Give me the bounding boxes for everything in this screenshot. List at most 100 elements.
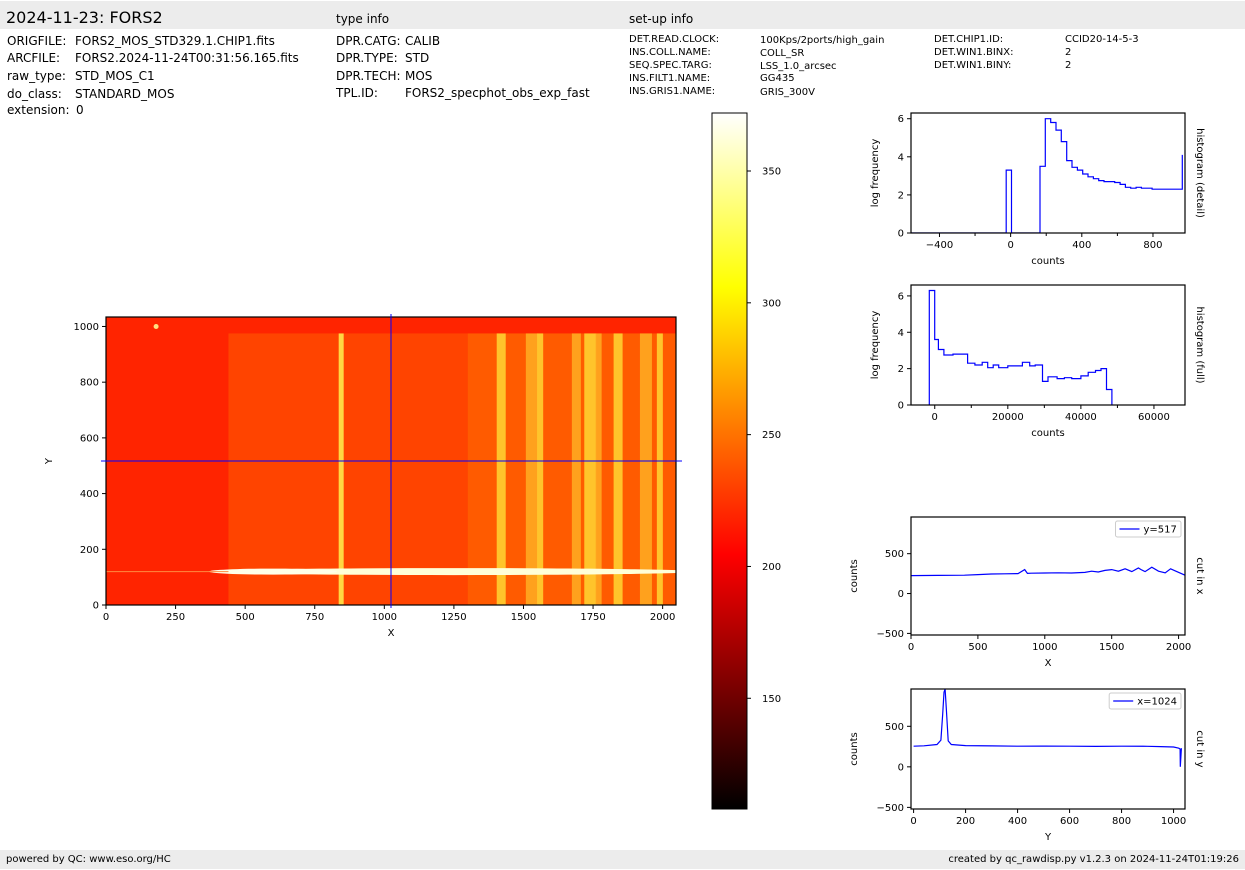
type-info-heading: type info [336, 12, 390, 26]
file-info-key: raw_type: [7, 69, 66, 83]
plot-frame [910, 688, 1186, 810]
type-info-value: MOS [405, 69, 433, 83]
footer-right: created by qc_rawdisp.py v1.2.3 on 2024-… [948, 854, 1239, 865]
type-info-key: DPR.TYPE: [336, 51, 398, 65]
y-tick-label: 0 [898, 401, 904, 412]
x-tick-label: 40000 [1065, 412, 1097, 423]
y-tick-label: 6 [898, 291, 904, 302]
type-info-value: CALIB [405, 34, 441, 48]
file-info-key: ORIGFILE: [7, 34, 67, 48]
setup-info-value: CCID20-14-5-3 [1065, 34, 1139, 45]
setup-info-key: DET.WIN1.BINX: [934, 47, 1014, 58]
bright-column [496, 333, 506, 605]
type-info-key: DPR.CATG: [336, 34, 401, 48]
legend-label: y=517 [1144, 525, 1177, 536]
y-tick-label: 0 [93, 601, 99, 612]
setup-info-value: 2 [1065, 47, 1072, 58]
colorbar-tick-label: 200 [762, 562, 781, 573]
colorbar-tick-label: 250 [762, 430, 781, 441]
type-info-value: STD [405, 51, 430, 65]
x-axis-label: X [388, 628, 395, 639]
file-info-value: STD_MOS_C1 [75, 69, 155, 83]
bright-column [525, 333, 538, 605]
x-axis-label: Y [1044, 832, 1052, 843]
x-tick-label: 1000 [1161, 816, 1186, 827]
x-tick-label: 800 [1112, 816, 1131, 827]
panel-side-label: histogram (full) [1194, 306, 1205, 383]
setup-info-key: DET.CHIP1.ID: [934, 34, 1004, 45]
setup-info-key: DET.READ.CLOCK: [629, 34, 720, 45]
x-tick-label: 750 [305, 612, 324, 623]
x-tick-label: 500 [236, 612, 255, 623]
file-info-key: do_class: [7, 87, 62, 101]
setup-info-value: LSS_1.0_arcsec [760, 61, 837, 72]
y-tick-label: 0 [898, 229, 904, 240]
legend-box [1115, 520, 1182, 538]
x-tick-label: 1500 [511, 612, 536, 623]
x-tick-label: −400 [926, 240, 953, 251]
y-tick-label: 200 [80, 545, 99, 556]
x-tick-label: 0 [932, 412, 938, 423]
colorbar-tick-label: 300 [762, 298, 781, 309]
setup-info-value: 2 [1065, 60, 1072, 71]
footer-band [0, 850, 1245, 869]
x-axis-label: counts [1031, 256, 1064, 267]
panel-side-label: cut in y [1194, 730, 1205, 767]
plot-frame [910, 516, 1186, 636]
file-info-value: FORS2_MOS_STD329.1.CHIP1.fits [75, 34, 275, 48]
image-panel: 0 250 500 750 1000 1250 1500 1750 2000 0 200 400 600… [44, 314, 682, 639]
plot-frame [910, 112, 1186, 234]
x-tick-label: 0 [908, 642, 914, 653]
x-tick-label: 1750 [580, 612, 605, 623]
file-info-key: extension: [7, 103, 70, 117]
bright-column [537, 333, 544, 605]
x-tick-label: 1250 [441, 612, 466, 623]
y-tick-label: 500 [885, 549, 904, 560]
series-line [928, 289, 1113, 405]
header-band [0, 1, 1245, 29]
setup-info-key: INS.COLL.NAME: [629, 47, 711, 58]
x-tick-label: 0 [910, 816, 916, 827]
x-tick-label: 1000 [372, 612, 397, 623]
colorbar-gradient [712, 113, 747, 809]
y-tick-label: 500 [885, 722, 904, 733]
x-tick-label: 2000 [1166, 642, 1191, 653]
bright-column [639, 333, 652, 605]
panel-side-label: cut in x [1194, 557, 1205, 594]
legend-label: x=1024 [1137, 697, 1177, 708]
colorbar-tick-label: 350 [762, 167, 781, 178]
bright-column [338, 333, 344, 605]
setup-info-key: DET.WIN1.BINY: [934, 60, 1012, 71]
spectrum-trace-start [208, 568, 338, 575]
x-tick-label: 1500 [1099, 642, 1124, 653]
x-axis-label: counts [1031, 428, 1064, 439]
file-info-value: STANDARD_MOS [75, 87, 175, 101]
bright-column [656, 333, 663, 605]
y-axis-label: log frequency [870, 139, 881, 208]
y-tick-label: 6 [898, 114, 904, 125]
colorbar-frame [711, 112, 748, 810]
file-info-value: 0 [76, 103, 84, 117]
y-axis-label: counts [849, 732, 860, 765]
y-tick-label: 2 [898, 190, 904, 201]
histogram-detail-panel: −400 0 400 800 0 2 4 6 counts log frequency histog… [870, 112, 1205, 267]
panel-side-label: histogram (detail) [1194, 128, 1205, 218]
x-tick-label: 60000 [1138, 412, 1170, 423]
bright-column [571, 333, 581, 605]
setup-info-heading: set-up info [629, 12, 694, 26]
x-tick-label: 250 [166, 612, 185, 623]
y-tick-label: 1000 [74, 322, 99, 333]
plot-frame [910, 284, 1186, 406]
series-line [913, 689, 1182, 767]
y-tick-label: 2 [898, 364, 904, 375]
file-info-value: FORS2.2024-11-24T00:31:56.165.fits [75, 51, 299, 65]
x-tick-label: 0 [103, 612, 109, 623]
setup-info-key: SEQ.SPEC.TARG: [629, 60, 712, 71]
y-axis-label: Y [44, 457, 55, 465]
setup-info-value: GRIS_300V [760, 87, 815, 98]
series-line [911, 118, 1183, 233]
y-tick-label: 0 [898, 762, 904, 773]
